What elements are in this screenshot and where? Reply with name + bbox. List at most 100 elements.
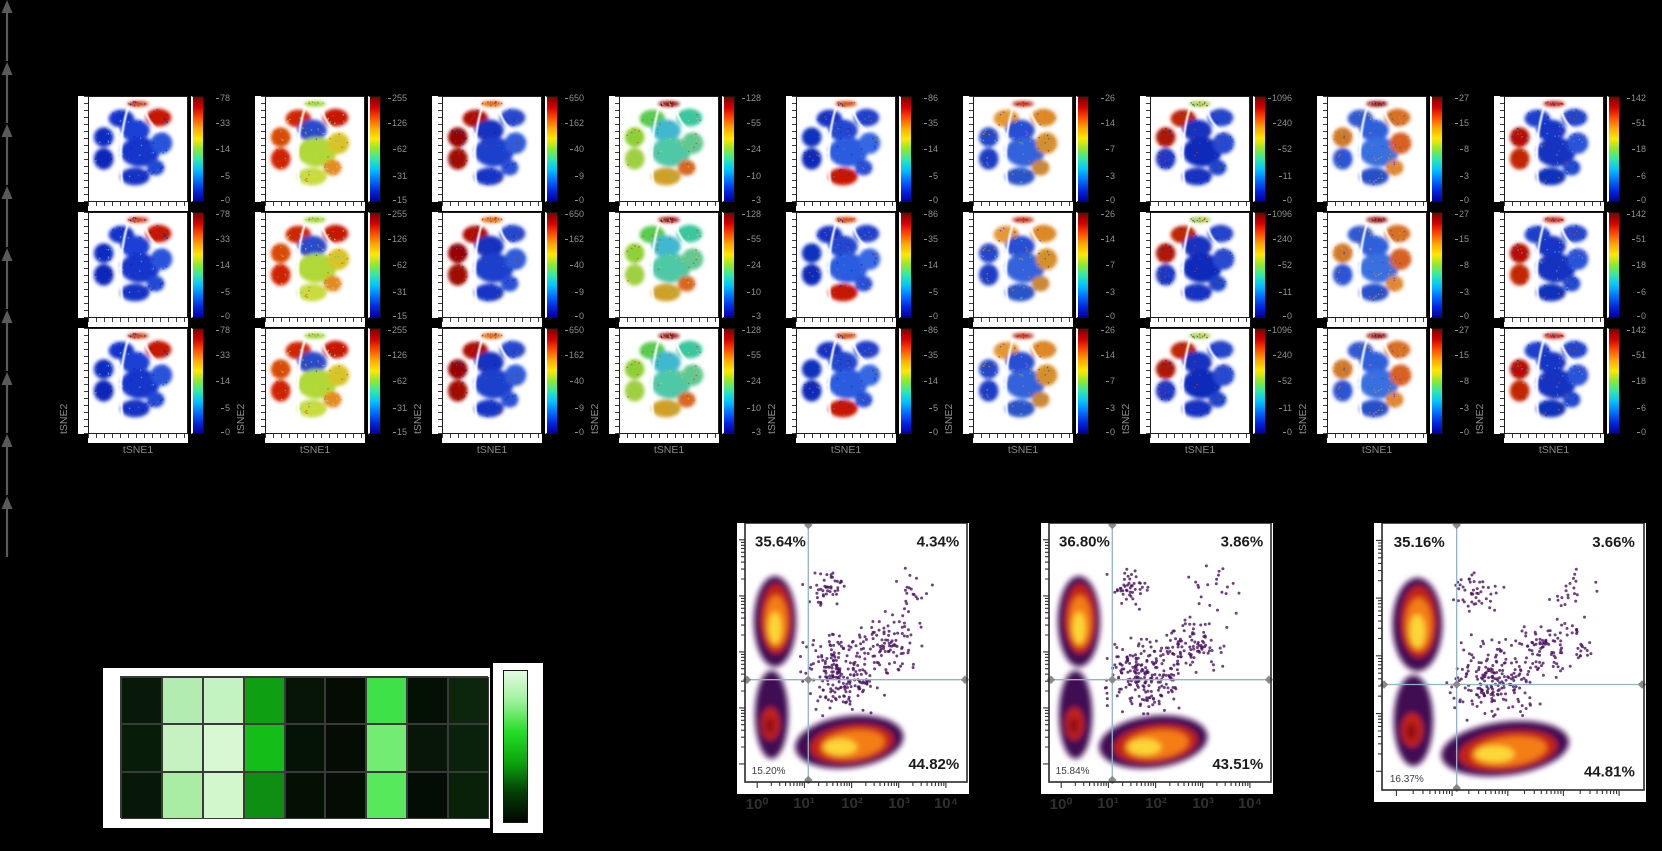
colorbar-tick-label: 27	[1455, 325, 1469, 335]
colorbar-tick-label: 35	[924, 234, 938, 244]
axis-ticks	[739, 539, 947, 788]
tsne-ytick-gutter	[432, 96, 442, 202]
colorbar-tick-label: 26	[1101, 93, 1115, 103]
tsne-xtick-gutter	[1150, 202, 1250, 211]
tsne-plot	[973, 212, 1073, 318]
colorbar-tick-label: 0	[929, 195, 938, 205]
tsne-scatter	[801, 101, 881, 194]
colorbar-tick-label: 650	[565, 93, 584, 103]
tsne-scatter	[801, 333, 881, 426]
colorbar-tick-label: 8	[1460, 260, 1469, 270]
colorbar-tick-label: 0	[1637, 427, 1646, 437]
up-arrow-icon	[1, 248, 13, 309]
tsne-plot	[442, 328, 542, 434]
colorbar-tick-label: 3	[752, 427, 761, 437]
tsne-colorbar	[1430, 328, 1443, 434]
quadrant-gate-handle[interactable]	[804, 675, 813, 684]
tsne-colorbar-labels: 1096 240 52 11 0	[1266, 325, 1292, 437]
quadrant-gate-handle[interactable]	[1452, 783, 1461, 793]
colorbar-tick-label: 18	[1632, 376, 1646, 386]
quadrant-gate-handle[interactable]	[1379, 680, 1389, 689]
colorbar-tick-label: 0	[1106, 311, 1115, 321]
heatmap-cell	[202, 677, 244, 725]
quadrant-gate-handle[interactable]	[1452, 680, 1461, 689]
colorbar-tick-label: 0	[929, 311, 938, 321]
colorbar-tick-label: 40	[570, 376, 584, 386]
heatmap-cell	[161, 677, 203, 725]
tsne-plot	[1327, 328, 1427, 434]
colorbar-tick-label: 18	[1632, 144, 1646, 154]
tsne-xtick-gutter	[442, 434, 542, 443]
flow-x-tick-label: 10¹	[1097, 795, 1119, 812]
colorbar-tick-label: 5	[929, 287, 938, 297]
tsne-ytick-gutter	[432, 212, 442, 318]
colorbar-tick-label: 7	[1106, 376, 1115, 386]
colorbar-tick-label: 5	[221, 171, 230, 181]
colorbar-tick-label: 40	[570, 144, 584, 154]
tsne-scatter	[978, 333, 1058, 426]
tsne-colorbar	[1076, 328, 1089, 434]
heatmap-cell	[366, 771, 408, 819]
quadrant-percent-top-left: 36.80%	[1059, 533, 1110, 550]
axis-ticks	[1043, 539, 1251, 788]
tsne-scatter	[447, 216, 527, 310]
colorbar-tick-label: 3	[752, 195, 761, 205]
tsne-colorbar-labels: 128 55 24 10 3	[735, 209, 761, 321]
tsne-ytick-gutter	[255, 212, 265, 318]
tsne-colorbar-labels: 255 126 62 31 15	[381, 325, 407, 437]
quadrant-gate-handle[interactable]	[804, 775, 813, 785]
quadrant-gate-handle[interactable]	[1108, 675, 1117, 684]
quadrant-gate-handle[interactable]	[1108, 775, 1117, 785]
up-arrow-icon	[1, 0, 13, 61]
colorbar-tick-label: 78	[216, 325, 230, 335]
tsne-colorbar-labels: 78 33 14 5 0	[204, 209, 230, 321]
quadrant-gate-handle[interactable]	[1046, 675, 1056, 684]
tsne-colorbar	[191, 328, 204, 434]
colorbar-tick-label: 14	[1101, 234, 1115, 244]
tsne2-axis-arrow	[0, 186, 14, 248]
tsne1-axis-label: tSNE1	[299, 444, 331, 456]
axis-ticks	[1376, 539, 1620, 796]
heatmap-cell	[325, 771, 367, 819]
quadrant-percent-top-right: 3.66%	[1592, 534, 1635, 551]
tsne-ytick-gutter	[1317, 328, 1327, 434]
tsne-ytick-gutter	[609, 96, 619, 202]
heatmap-cell	[121, 724, 162, 772]
colorbar-tick-label: 6	[1637, 403, 1646, 413]
tsne-ytick-gutter	[1140, 328, 1150, 434]
heatmap-cell	[407, 771, 449, 819]
quadrant-percent-bottom-right: 43.51%	[1212, 756, 1263, 773]
tsne-xtick-gutter	[796, 202, 896, 211]
tsne-xtick-gutter	[1327, 318, 1427, 327]
tsne2-axis-arrow	[0, 310, 14, 372]
colorbar-tick-label: 240	[1273, 234, 1292, 244]
colorbar-tick-label: 62	[393, 260, 407, 270]
colorbar-tick-label: 15	[393, 311, 407, 321]
colorbar-tick-label: 142	[1627, 209, 1646, 219]
heatmap-cell	[325, 677, 367, 725]
colorbar-tick-label: 55	[747, 234, 761, 244]
tsne-colorbar-labels: 86 35 14 5 0	[912, 325, 938, 437]
colorbar-tick-label: 0	[221, 311, 230, 321]
tsne-plot	[973, 328, 1073, 434]
tsne-xtick-gutter	[796, 318, 896, 327]
tsne-colorbar	[899, 328, 912, 434]
quadrant-gate-handle[interactable]	[742, 675, 752, 684]
quadrant-gate-handle[interactable]	[1452, 523, 1461, 530]
colorbar-tick-label: 86	[924, 325, 938, 335]
tsne-colorbar-labels: 255 126 62 31 15	[381, 209, 407, 321]
colorbar-tick-label: 255	[388, 93, 407, 103]
tsne-xtick-gutter	[619, 202, 719, 211]
colorbar-tick-label: 650	[565, 325, 584, 335]
colorbar-tick-label: 0	[1283, 427, 1292, 437]
colorbar-tick-label: 24	[747, 144, 761, 154]
colorbar-tick-label: 240	[1273, 350, 1292, 360]
colorbar-tick-label: 40	[570, 260, 584, 270]
tsne-xtick-gutter	[88, 202, 188, 211]
up-arrow-icon	[1, 124, 13, 185]
quadrant-gate-handle[interactable]	[1108, 523, 1117, 530]
quadrant-gate-handle[interactable]	[804, 523, 813, 530]
flow-x-tick-label: 10³	[1192, 795, 1214, 812]
